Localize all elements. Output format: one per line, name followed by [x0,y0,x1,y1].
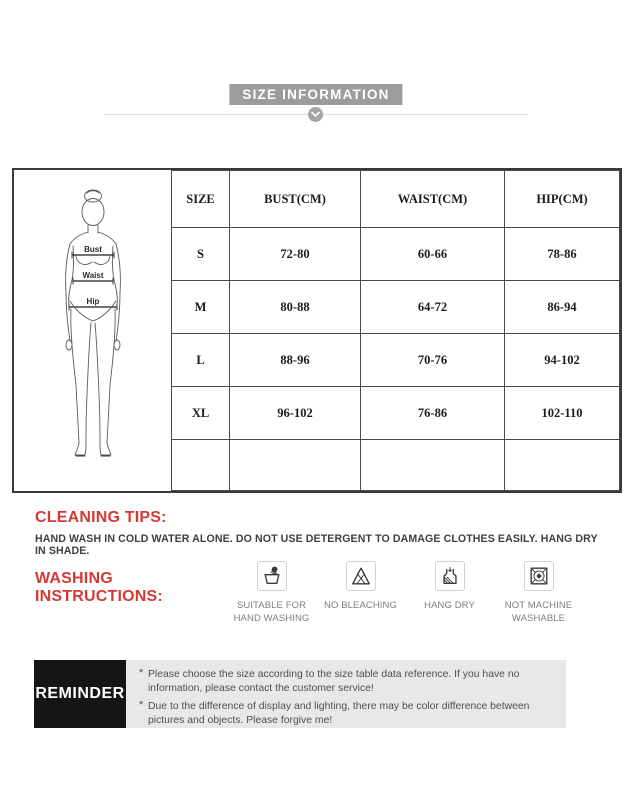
header-bust: BUST(CM) [229,170,361,228]
cell-size: L [171,333,230,387]
wash-item-label: SUITABLE FOR HAND WASHING [233,600,310,624]
washing-instructions-title: WASHING INSTRUCTIONS: [35,570,163,605]
figure-hip-label: Hip [86,297,99,306]
cell-size: XL [171,386,230,440]
reminder-notes: * Please choose the size according to th… [126,660,566,728]
cell-waist: 64-72 [360,280,505,334]
cleaning-tips-section: CLEANING TIPS: HAND WASH IN COLD WATER A… [35,509,601,557]
note-text: Due to the difference of display and lig… [148,701,530,727]
reminder-title: REMINDER [35,685,125,702]
note-bullet: * [139,699,144,712]
header-size: SIZE [171,170,230,228]
no-bleach-icon [345,561,376,591]
header-waist: WAIST(CM) [360,170,505,228]
size-table-header-row: SIZE BUST(CM) WAIST(CM) HIP(CM) [171,170,620,228]
table-row: L 88-96 70-76 94-102 [171,333,620,387]
cleaning-tips-body: HAND WASH IN COLD WATER ALONE. DO NOT US… [35,533,598,557]
body-measurement-figure: Bust Waist Hip [14,170,171,491]
cell-size: M [171,280,230,334]
page-title: SIZE INFORMATION [242,87,390,102]
reminder-section: REMINDER * Please choose the size accord… [34,660,566,728]
note-text: Please choose the size according to the … [148,669,520,694]
header-hip: HIP(CM) [504,170,620,228]
hang-dry-icon [434,561,465,591]
cell-bust: 88-96 [229,333,361,387]
wash-item-hand-washing: SUITABLE FOR HAND WASHING [227,561,316,626]
cell-hip: 78-86 [504,227,620,281]
table-row: S 72-80 60-66 78-86 [171,227,620,281]
cleaning-tips-title: CLEANING TIPS: [35,509,167,526]
reminder-badge: REMINDER [34,660,126,728]
size-chart-container: Bust Waist Hip [12,168,622,493]
wash-item-no-bleaching: NO BLEACHING [316,561,405,626]
hand-wash-icon [256,561,287,591]
no-machine-wash-icon [523,561,554,591]
cell-bust: 80-88 [229,280,361,334]
wash-item-not-machine-washable: NOT MACHINE WASHABLE [494,561,583,626]
chevron-down-icon [308,107,324,122]
table-row-empty [171,439,620,491]
cell-hip: 94-102 [504,333,620,387]
cell-bust: 72-80 [229,227,361,281]
wash-item-hang-dry: HANG DRY [405,561,494,626]
wash-item-label: NOT MACHINE WASHABLE [504,600,573,624]
reminder-note: * Due to the difference of display and l… [139,699,554,727]
figure-bust-label: Bust [84,245,102,254]
reminder-note: * Please choose the size according to th… [139,667,554,695]
cell-waist: 60-66 [360,227,505,281]
figure-waist-label: Waist [82,271,103,280]
cell-hip: 102-110 [504,386,620,440]
cell-waist: 70-76 [360,333,505,387]
cell-bust: 96-102 [229,386,361,440]
note-bullet: * [139,667,144,679]
table-row: M 80-88 64-72 86-94 [171,280,620,334]
section-title-banner: SIZE INFORMATION [229,84,403,105]
cell-hip: 86-94 [504,280,620,334]
washing-icons-row: SUITABLE FOR HAND WASHING NO BLEACHING [227,561,601,626]
table-row: XL 96-102 76-86 102-110 [171,386,620,440]
cell-waist: 76-86 [360,386,505,440]
wash-item-label: HANG DRY [424,600,475,611]
cell-size: S [171,227,230,281]
wash-item-label: NO BLEACHING [324,600,397,611]
washing-instructions-section: WASHING INSTRUCTIONS: SUITABLE FOR HAND … [35,561,601,626]
size-table: SIZE BUST(CM) WAIST(CM) HIP(CM) S 72-80 … [171,170,620,491]
